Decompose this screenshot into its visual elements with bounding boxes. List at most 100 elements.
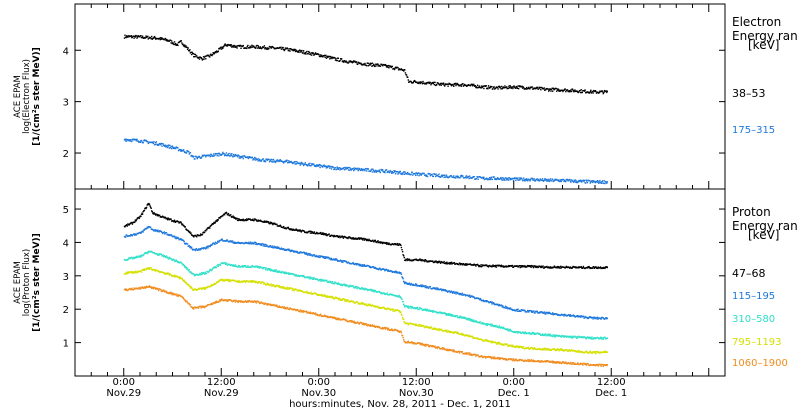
proton-data-point [419, 324, 420, 325]
proton-data-point [217, 221, 218, 222]
electron-data-point [521, 178, 522, 179]
proton-data-point [255, 244, 256, 245]
proton-data-point [185, 226, 186, 227]
electron-data-point [177, 147, 178, 148]
electron-data-point [329, 168, 330, 169]
electron-data-point [166, 39, 167, 40]
proton-data-point [334, 283, 335, 284]
proton-data-point [217, 264, 218, 265]
proton-data-point [326, 280, 327, 281]
electron-data-point [156, 141, 157, 142]
proton-data-point [464, 264, 465, 265]
electron-data-point [442, 176, 443, 177]
proton-data-point [401, 299, 402, 300]
proton-data-point [186, 282, 187, 283]
proton-data-point [139, 218, 140, 219]
electron-data-point [308, 53, 309, 54]
electron-data-point [443, 82, 444, 83]
electron-data-point [305, 52, 306, 53]
electron-data-point [530, 179, 531, 180]
proton-data-point [187, 268, 188, 269]
proton-data-point [537, 311, 538, 312]
proton-data-point [399, 310, 400, 311]
proton-data-point [468, 320, 469, 321]
proton-data-point [149, 205, 150, 206]
proton-data-point [404, 257, 405, 258]
proton-data-point [191, 288, 192, 289]
electron-data-point [231, 153, 232, 154]
electron-data-point [268, 159, 269, 160]
proton-data-point [366, 288, 367, 289]
proton-data-point [173, 221, 174, 222]
electron-data-point [214, 155, 215, 156]
electron-data-point [422, 81, 423, 82]
electron-data-point [392, 66, 393, 67]
proton-data-point [410, 306, 411, 307]
electron-data-point [170, 40, 171, 41]
proton-data-point [248, 243, 249, 244]
electron-data-point [535, 180, 536, 181]
proton-data-point [364, 264, 365, 265]
electron-data-point [173, 44, 174, 45]
proton-data-point [545, 334, 546, 335]
electron-data-point [366, 170, 367, 171]
proton-data-point [263, 245, 264, 246]
proton-data-point [188, 284, 189, 285]
proton-data-point [209, 227, 210, 228]
proton-data-point [550, 266, 551, 267]
proton-data-point [171, 234, 172, 235]
electron-data-point [174, 41, 175, 42]
electron-data-point [313, 52, 314, 53]
electron-data-point [483, 178, 484, 179]
electron-data-point [279, 161, 280, 162]
proton-data-point [362, 239, 363, 240]
electron-data-point [193, 156, 194, 157]
electron-data-point [569, 179, 570, 180]
electron-ylabel-line: log(Electron Flux) [22, 59, 32, 134]
proton-data-point [259, 281, 260, 282]
electron-data-point [389, 172, 390, 173]
electron-data-point [236, 47, 237, 48]
proton-data-point [478, 265, 479, 266]
proton-data-point [253, 243, 254, 244]
electron-data-point [518, 88, 519, 89]
electron-data-point [296, 161, 297, 162]
proton-data-point [458, 264, 459, 265]
electron-data-point [509, 85, 510, 86]
electron-data-point [372, 171, 373, 172]
proton-data-point [140, 216, 141, 217]
proton-data-point [239, 265, 240, 266]
electron-ytick-label: 3 [63, 98, 69, 109]
proton-data-point [440, 263, 441, 264]
electron-data-point [217, 155, 218, 156]
proton-data-point [314, 254, 315, 255]
proton-data-point [282, 286, 283, 287]
proton-data-point [186, 267, 187, 268]
electron-data-point [195, 54, 196, 55]
proton-data-point [151, 267, 152, 268]
electron-data-point [249, 46, 250, 47]
proton-data-point [135, 271, 136, 272]
proton-data-point [272, 285, 273, 286]
proton-data-point [495, 325, 496, 326]
proton-data-point [296, 228, 297, 229]
electron-series-1 [124, 139, 608, 185]
proton-data-point [534, 312, 535, 313]
proton-data-point [443, 261, 444, 262]
electron-data-point [154, 36, 155, 37]
electron-data-point [230, 155, 231, 156]
electron-data-point [183, 149, 184, 150]
electron-data-point [430, 82, 431, 83]
electron-data-point [242, 156, 243, 157]
electron-data-point [540, 89, 541, 90]
electron-data-point [491, 86, 492, 87]
electron-data-point [281, 48, 282, 49]
electron-data-point [526, 178, 527, 179]
proton-data-point [140, 257, 141, 258]
electron-data-point [599, 180, 600, 181]
proton-data-point [370, 304, 371, 305]
electron-data-point [136, 139, 137, 140]
proton-data-point [520, 311, 521, 312]
electron-data-point [214, 53, 215, 54]
electron-data-point [437, 175, 438, 176]
